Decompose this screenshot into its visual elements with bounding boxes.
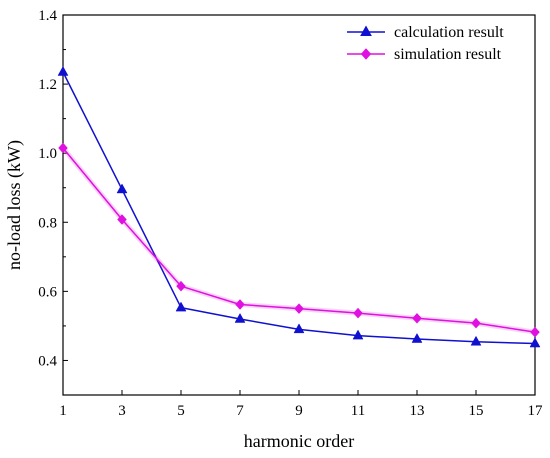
x-tick-label: 15	[469, 403, 484, 419]
series-calculation	[57, 65, 541, 348]
data-point	[294, 303, 304, 315]
x-tick-label: 13	[410, 403, 425, 419]
y-tick-label: 0.8	[38, 215, 57, 231]
plot-frame	[62, 14, 536, 396]
legend-marker-calculation	[360, 25, 372, 36]
y-tick-label: 1.4	[38, 8, 57, 24]
x-tick-label: 7	[236, 403, 244, 419]
x-tick-label: 1	[59, 403, 67, 419]
data-point	[353, 307, 363, 319]
y-tick-label: 1.0	[38, 146, 57, 162]
data-point	[529, 337, 541, 348]
x-tick-label: 5	[177, 403, 185, 419]
data-point	[58, 142, 68, 154]
legend-marker-simulation	[360, 48, 372, 60]
x-axis-label: harmonic order	[244, 431, 354, 451]
data-point	[57, 65, 69, 76]
y-axis-label: no-load loss (kW)	[4, 140, 25, 270]
data-point	[234, 312, 246, 323]
data-point	[116, 183, 128, 194]
legend: calculation result simulation result	[347, 24, 504, 63]
series-layer	[57, 65, 541, 348]
legend-label-simulation: simulation result	[394, 46, 502, 63]
data-point	[293, 323, 305, 334]
data-point	[176, 280, 186, 292]
data-point	[352, 329, 364, 340]
data-point	[471, 317, 481, 329]
data-point	[117, 214, 127, 225]
series-line	[62, 71, 536, 345]
data-point	[175, 301, 187, 312]
y-tick-label: 1.2	[38, 77, 57, 93]
data-point	[411, 333, 423, 343]
legend-label-calculation: calculation result	[394, 24, 504, 41]
axis-ticks: 1 3 5 7 9 11 13 15 170.40.60.81.01.21.4	[38, 8, 543, 419]
x-tick-label: 11	[351, 403, 365, 419]
y-tick-label: 0.6	[38, 284, 57, 300]
data-point	[530, 326, 540, 338]
data-point	[470, 335, 482, 346]
series-simulation	[58, 142, 540, 338]
data-point	[235, 299, 245, 310]
x-tick-label: 17	[528, 403, 544, 419]
x-tick-label: 9	[295, 403, 303, 419]
y-tick-label: 0.4	[38, 353, 57, 369]
x-tick-label: 3	[118, 403, 126, 419]
data-point	[412, 312, 422, 324]
